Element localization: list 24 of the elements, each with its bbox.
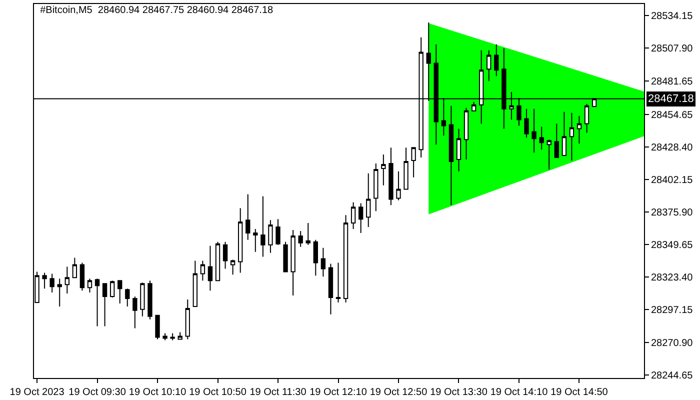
- y-tick-label: 28428.40: [651, 142, 694, 154]
- y-tick-label: 28402.15: [651, 174, 694, 186]
- x-tick-label: 19 Oct 14:50: [550, 387, 608, 398]
- x-tick-label: 19 Oct 09:30: [68, 387, 126, 398]
- y-tick-label: 28244.65: [651, 370, 694, 382]
- y-tick-label: 28481.65: [651, 76, 694, 88]
- x-tick-label: 19 Oct 10:50: [189, 387, 247, 398]
- y-tick-label: 28323.40: [651, 272, 694, 284]
- y-tick-label: 28270.90: [651, 338, 694, 349]
- x-tick-label: 19 Oct 10:10: [128, 387, 187, 398]
- y-tick-label: 28507.90: [651, 44, 694, 55]
- x-tick-label: 19 Oct 11:30: [250, 387, 307, 398]
- y-tick-label: 28349.65: [651, 240, 694, 252]
- x-tick-label: 19 Oct 12:50: [370, 387, 428, 398]
- x-tick-label: 19 Oct 12:10: [310, 387, 368, 398]
- y-tick-label: 28297.15: [651, 305, 694, 316]
- x-tick-label: 19 Oct 14:10: [490, 387, 548, 398]
- x-tick-label: 19 Oct 2023: [10, 387, 65, 398]
- ref-line-label: 28467.18: [648, 93, 694, 105]
- x-tick-label: 19 Oct 13:30: [430, 387, 488, 398]
- y-tick-label: 28454.65: [651, 110, 694, 121]
- chart-title: #Bitcoin,M5 28460.94 28467.75 28460.94 28467.18: [40, 4, 274, 16]
- y-tick-label: 28375.90: [651, 208, 694, 219]
- y-tick-label: 28534.15: [651, 11, 694, 22]
